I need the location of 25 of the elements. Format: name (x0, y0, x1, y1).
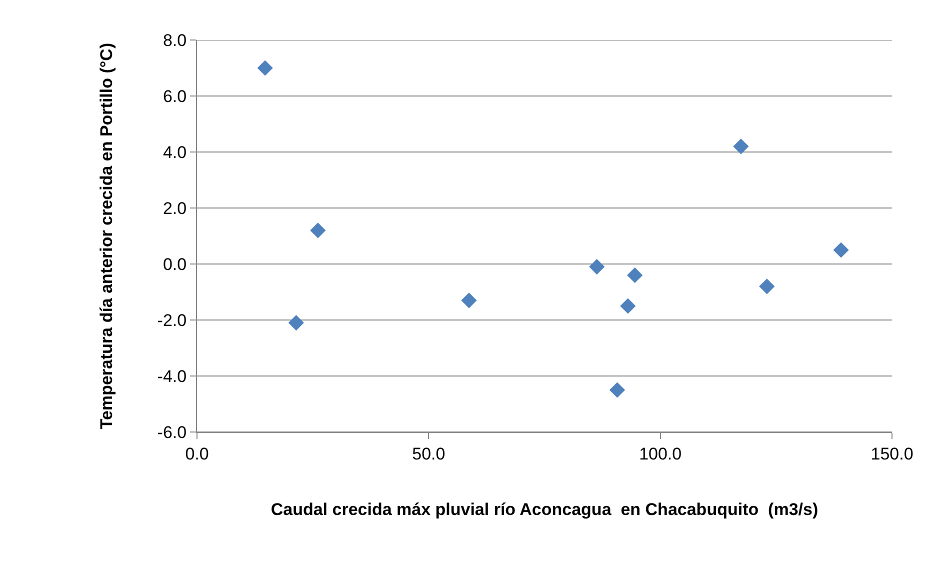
point (759, 278, 775, 294)
y-tick-label: -2.0 (157, 310, 187, 330)
point (288, 315, 304, 331)
point (461, 292, 477, 308)
y-tick-label: 6.0 (162, 86, 187, 106)
point (257, 60, 273, 76)
y-tick-label: 8.0 (162, 30, 187, 50)
point (589, 259, 605, 275)
y-tick-label: 4.0 (162, 142, 187, 162)
point (733, 138, 749, 154)
y-tick-label: 0.0 (162, 254, 187, 274)
y-tick-label: 2.0 (162, 198, 187, 218)
x-tick-label: 100.0 (639, 444, 682, 464)
point (609, 382, 626, 398)
point (620, 298, 636, 314)
x-tick-label: 150.0 (870, 444, 914, 464)
point (310, 222, 326, 238)
x-tick-label: 50.0 (412, 444, 446, 464)
y-tick-label: -6.0 (157, 422, 187, 442)
x-tick-label: 0.0 (185, 444, 209, 464)
point (833, 242, 849, 258)
y-axis-title: Temperatura día anterior crecida en Portillo (°C) (96, 42, 116, 430)
x-axis-title: Caudal crecida máx pluvial río Aconcagua en Chacabuquito (m3/s) (270, 500, 818, 519)
y-tick-label: -4.0 (157, 366, 187, 386)
point (627, 267, 643, 283)
